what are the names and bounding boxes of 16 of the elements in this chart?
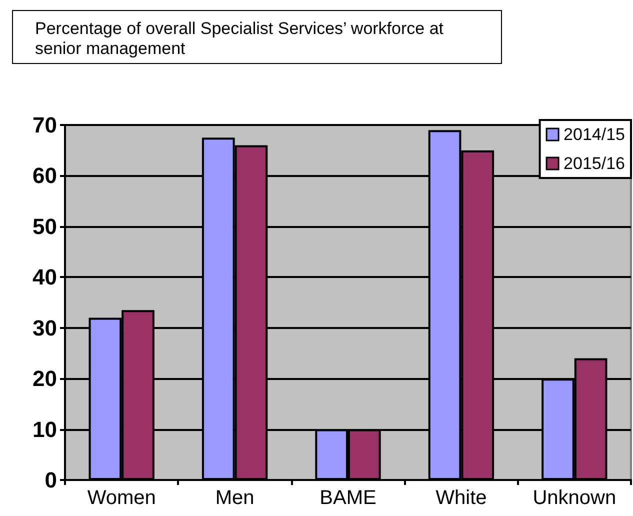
- y-tick-label: 20: [32, 366, 57, 392]
- chart-title: Percentage of overall Specialist Services’ workforce at senior management: [12, 10, 502, 64]
- y-tick-label: 40: [32, 264, 57, 290]
- y-tick-label: 10: [32, 416, 57, 442]
- x-tick-label: Unknown: [532, 487, 616, 509]
- x-tick-label: BAME: [320, 487, 376, 509]
- x-tick-label: Women: [87, 487, 156, 509]
- x-tick-label: Men: [215, 487, 254, 509]
- x-tick-label: White: [436, 487, 487, 509]
- y-tick-label: 30: [32, 315, 57, 340]
- legend-label: 2014/15: [564, 125, 625, 144]
- y-tick-label: 0: [44, 468, 57, 492]
- y-tick-label: 60: [32, 163, 57, 188]
- legend-label: 2015/16: [564, 154, 625, 173]
- y-tick-label: 50: [32, 214, 57, 239]
- y-tick-label: 70: [32, 112, 57, 138]
